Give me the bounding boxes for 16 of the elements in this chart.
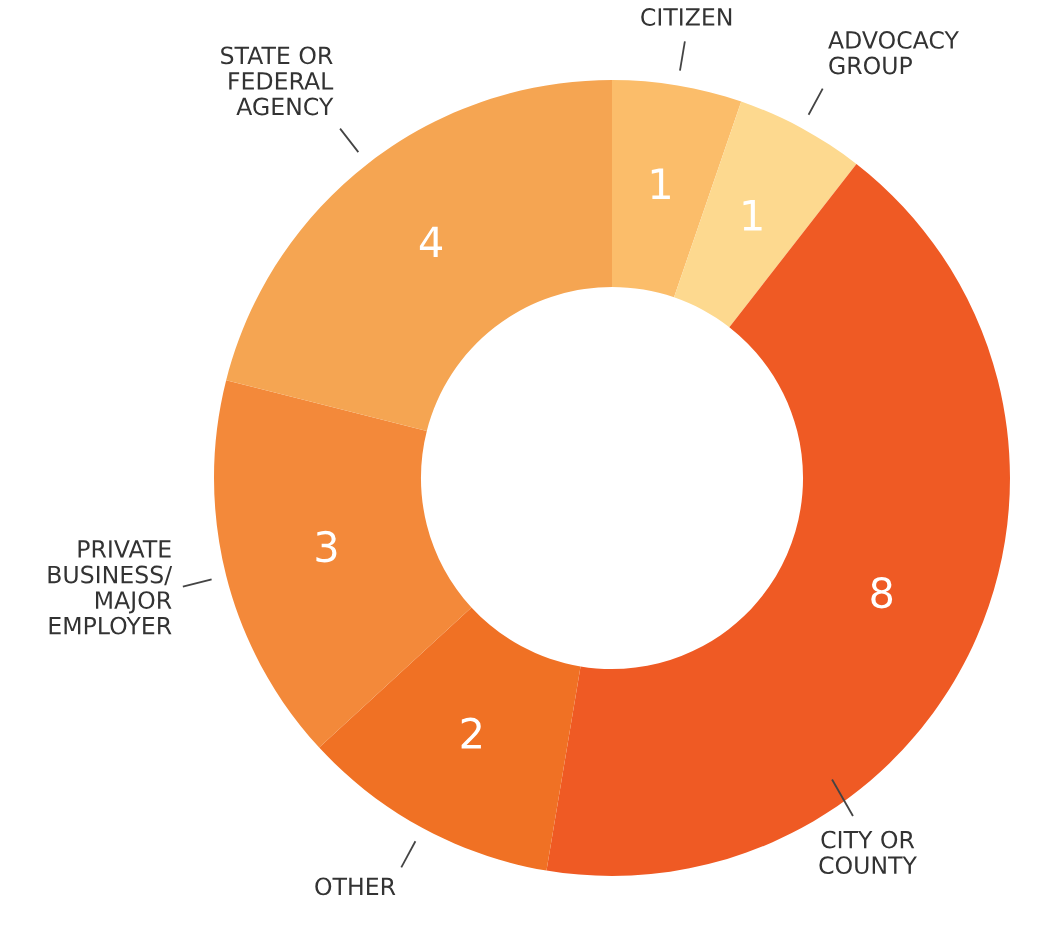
data-label: 1: [651, 168, 670, 199]
donut-slice: [319, 607, 581, 871]
donut-slice: [612, 80, 742, 298]
data-label: 4: [419, 226, 443, 258]
data-label: 1: [743, 200, 762, 231]
slice-label: CITIZEN: [641, 8, 732, 26]
slice-label: CITY OR COUNTY: [819, 830, 917, 875]
data-label: 8: [871, 576, 893, 609]
slice-label: STATE OR FEDERAL AGENCY: [221, 46, 334, 116]
slice-label: ADVOCACY GROUP: [828, 30, 959, 75]
data-label: 2: [461, 717, 481, 749]
donut-slice: [674, 101, 857, 328]
data-label: 3: [316, 530, 337, 563]
slice-label: OTHER: [315, 877, 396, 896]
donut-slice: [546, 163, 1010, 876]
slice-label: PRIVATE BUSINESS/ MAJOR EMPLOYER: [48, 540, 173, 635]
